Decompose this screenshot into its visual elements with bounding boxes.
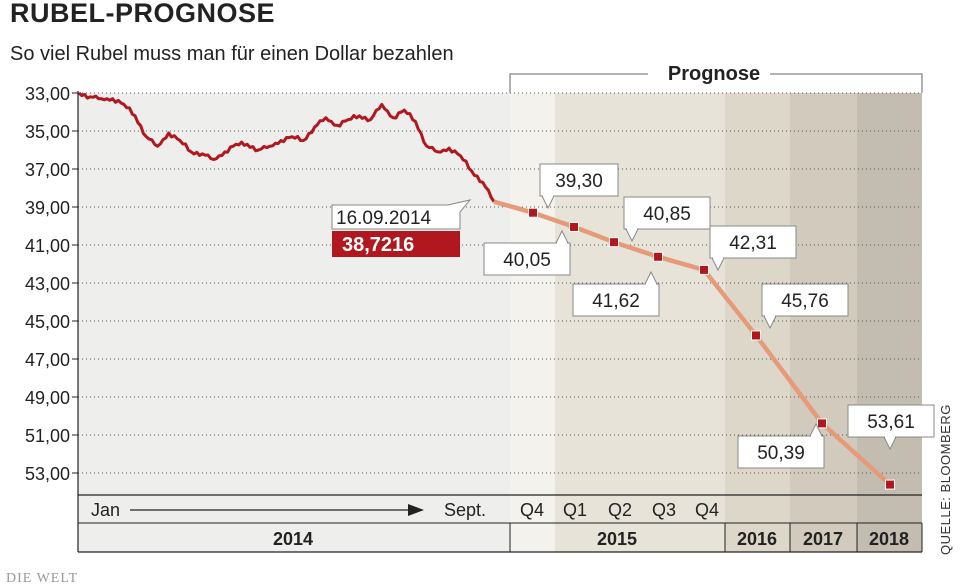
y-tick-label: 37,00 [25, 160, 70, 180]
y-tick-label: 35,00 [25, 122, 70, 142]
x-label-start: Jan [91, 500, 120, 520]
forecast-value-label: 50,39 [757, 443, 805, 464]
label-box [847, 404, 935, 438]
y-tick-label: 33,00 [25, 84, 70, 104]
forecast-point [528, 207, 538, 218]
label-box [572, 283, 660, 317]
forecast-point [885, 479, 895, 490]
forecast-shade-band [857, 93, 922, 552]
x-period-label: Q3 [652, 500, 676, 520]
forecast-shade-band [510, 93, 555, 552]
label-box [761, 283, 849, 317]
x-arrow-head [408, 504, 424, 516]
x-year-label: 2015 [597, 529, 637, 549]
x-period-label: Q2 [608, 500, 632, 520]
forecast-point [817, 418, 827, 429]
current-date-label: 16.09.2014 [336, 208, 432, 229]
forecast-point [569, 221, 579, 232]
current-value-callout: 16.09.2014 38,7216 [331, 199, 472, 257]
forecast-header-label: Prognose [668, 63, 760, 85]
forecast-data-label: 45,76 [761, 283, 849, 330]
forecast-point [609, 237, 619, 248]
forecast-value-label: 45,76 [781, 291, 829, 312]
label-box [709, 225, 797, 259]
x-period-label: Q1 [563, 500, 587, 520]
x-period-label: Q4 [695, 500, 719, 520]
forecast-point [699, 264, 709, 275]
forecast-value-label: 53,61 [867, 412, 915, 433]
forecast-data-label: 40,85 [623, 196, 711, 243]
forecast-shade-band [725, 93, 790, 552]
y-tick-label: 45,00 [25, 312, 70, 332]
x-year-label: 2014 [273, 529, 313, 549]
forecast-data-label: 40,05 [483, 229, 571, 276]
forecast-shade-band [790, 93, 857, 552]
chart-title: RUBEL-PROGNOSE [10, 0, 276, 28]
forecast-data-label: 53,61 [847, 404, 935, 451]
x-year-label: 2018 [869, 529, 909, 549]
forecast-value-label: 39,30 [555, 171, 603, 192]
source-note: QUELLE: BLOOMBERG [938, 404, 953, 555]
label-box [737, 435, 825, 469]
label-box [483, 242, 571, 276]
current-date-box [331, 199, 472, 230]
y-tick-label: 51,00 [25, 426, 70, 446]
x-year-label: 2017 [803, 529, 843, 549]
forecast-value-label: 40,05 [503, 250, 551, 271]
y-tick-label: 39,00 [25, 198, 70, 218]
y-tick-label: 49,00 [25, 388, 70, 408]
forecast-data-label: 50,39 [737, 422, 825, 469]
forecast-data-label: 39,30 [539, 163, 619, 210]
y-tick-label: 43,00 [25, 274, 70, 294]
forecast-value-label: 40,85 [643, 204, 691, 225]
current-value-box [332, 231, 460, 257]
forecast-shade-band [555, 93, 725, 552]
x-year-label: 2016 [737, 529, 777, 549]
y-tick-label: 53,00 [25, 464, 70, 484]
y-tick-label: 47,00 [25, 350, 70, 370]
forecast-value-label: 41,62 [592, 291, 640, 312]
current-value-label: 38,7216 [342, 234, 414, 256]
forecast-point [653, 251, 663, 262]
label-box [539, 163, 619, 197]
y-tick-label: 41,00 [25, 236, 70, 256]
x-period-label: Q4 [520, 500, 544, 520]
history-series-line [77, 91, 496, 203]
forecast-bracket [509, 73, 923, 93]
forecast-value-label: 42,31 [729, 233, 777, 254]
forecast-point [751, 330, 761, 341]
forecast-data-label: 42,31 [709, 225, 797, 272]
chart-subtitle: So viel Rubel muss man für einen Dollar … [10, 43, 454, 65]
forecast-data-label: 41,62 [572, 270, 660, 317]
brand-logo: DIE WELT [6, 571, 79, 586]
x-label-end: Sept. [444, 500, 486, 520]
